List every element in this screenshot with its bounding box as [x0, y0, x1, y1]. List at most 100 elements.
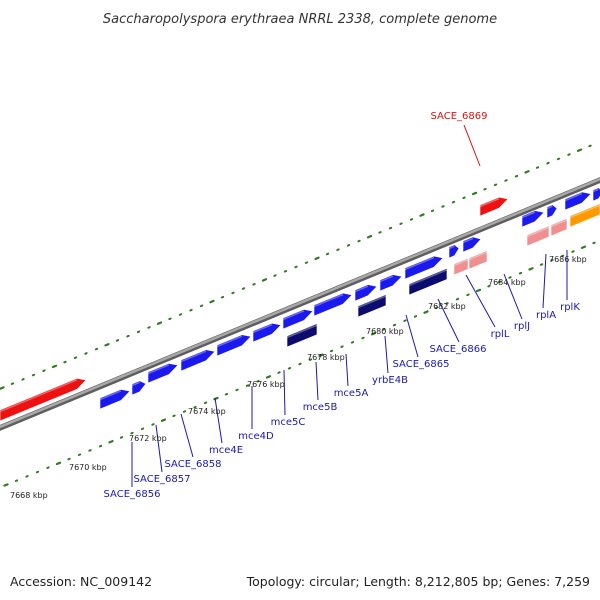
inner-track-tick — [508, 276, 512, 279]
gene-label: SACE_6857 — [134, 474, 191, 485]
leader-line — [503, 273, 523, 320]
gene-arrow — [592, 187, 600, 202]
gene-arrow — [404, 255, 444, 280]
outer-track-tick — [189, 308, 193, 312]
inner-track-tick — [518, 271, 523, 275]
inner-track-tick — [151, 423, 155, 426]
inner-track-tick — [224, 392, 229, 396]
gene-arrow — [180, 349, 216, 372]
outer-track-tick — [252, 282, 256, 286]
outer-track-tick — [546, 161, 550, 165]
gene-arrow-red — [479, 196, 509, 217]
inner-track-tick — [528, 267, 534, 271]
outer-track-tick — [136, 330, 141, 334]
outer-track-tick — [524, 170, 530, 174]
inner-track-tick — [55, 461, 62, 466]
inner-track-tick — [592, 241, 596, 245]
inner-track-tick — [46, 466, 50, 469]
outer-track-tick — [304, 261, 309, 264]
leader-line — [345, 353, 349, 387]
leader-line — [465, 274, 496, 328]
outer-track-tick — [471, 191, 478, 196]
inner-track-tick — [580, 245, 587, 249]
inner-track-tick — [235, 388, 239, 392]
gene-label: mce4D — [238, 431, 274, 442]
label-leader-lines — [131, 124, 568, 487]
gene-arrow-highlight — [379, 275, 394, 283]
gene-arrow — [462, 236, 482, 253]
gene-label: mce4E — [209, 445, 243, 456]
outer-track-tick — [21, 378, 25, 381]
inner-track-tick — [265, 375, 272, 379]
gene-arrow — [546, 204, 558, 219]
outer-track-tick — [51, 364, 58, 369]
outer-track-tick — [209, 299, 215, 304]
outer-track-tick — [261, 278, 268, 282]
gene-arrow-highlight — [521, 211, 536, 219]
gene-block-pink-highlight — [468, 251, 488, 261]
inner-track-tick — [423, 310, 429, 314]
gene-block-navy — [286, 323, 318, 348]
gene-arrow-highlight — [546, 205, 553, 210]
gene-arrow-highlight — [252, 323, 273, 334]
gene-label: SACE_6866 — [430, 344, 487, 355]
outer-track-tick — [84, 352, 88, 355]
gene-arrow — [99, 389, 131, 410]
outer-track-tick — [576, 148, 583, 152]
inner-track-tick — [329, 349, 334, 353]
genome-summary-text: Topology: circular; Length: 8,212,805 bp… — [246, 574, 590, 589]
tick-label: 7686 kbp — [549, 255, 587, 264]
gene-arrow-red-highlight — [479, 197, 500, 208]
gene-arrow-red-highlight — [0, 379, 78, 413]
gene-arrow-highlight — [564, 192, 583, 202]
inner-track-tick — [203, 401, 208, 405]
gene-arrow — [282, 309, 314, 330]
inner-track-tick — [497, 280, 502, 284]
inner-track-tick — [455, 297, 460, 301]
gene-arrow-highlight — [313, 293, 344, 308]
inner-track-tick — [3, 483, 9, 487]
gene-arrow-red — [0, 377, 87, 422]
leader-line — [315, 361, 319, 401]
gene-labels: SACE_6856 SACE_6857 SACE_6858 mce4E mce4D mce… — [104, 111, 581, 500]
outer-track-tick — [567, 153, 571, 156]
outer-track-tick — [441, 205, 445, 208]
outer-track-tick — [273, 274, 277, 277]
inner-track-tick — [77, 453, 82, 457]
gene-features — [0, 187, 600, 422]
inner-track-tick — [298, 362, 302, 366]
gene-arrow — [354, 284, 378, 302]
inner-track-tick — [382, 328, 386, 331]
gene-label: SACE_6869 — [431, 111, 488, 122]
gene-block-navy-highlight — [286, 324, 318, 339]
outer-track-tick — [357, 239, 361, 243]
outer-track-tick — [199, 304, 204, 308]
gene-block-orange — [569, 203, 600, 228]
outer-track-tick — [514, 174, 519, 178]
gene-block-navy-highlight — [357, 295, 387, 309]
inner-track-tick — [550, 258, 554, 262]
gene-block-pink-highlight — [453, 259, 469, 267]
gene-arrow — [521, 210, 545, 228]
outer-track-tick — [42, 369, 46, 372]
outer-track-tick — [220, 295, 225, 299]
gene-arrow-highlight — [592, 188, 599, 193]
tick-label: 7678 kbp — [307, 353, 345, 362]
gene-arrow-highlight — [180, 350, 207, 363]
inner-track-tick — [539, 263, 544, 266]
inner-track-tick — [287, 367, 292, 370]
outer-track-tick — [126, 334, 130, 338]
gene-block-pink — [550, 217, 568, 237]
outer-track-tick — [10, 382, 15, 385]
leader-line — [405, 314, 419, 358]
leader-line — [155, 424, 163, 473]
map-title: Saccharopolyspora erythraea NRRL 2338, c… — [103, 12, 497, 27]
outer-track-tick — [451, 200, 456, 204]
gene-arrow-highlight — [147, 364, 170, 375]
outer-dotted-track — [0, 144, 592, 390]
inner-track-tick — [88, 449, 92, 452]
inner-track-tick — [25, 475, 29, 478]
outer-track-tick — [231, 291, 235, 295]
outer-track-tick — [462, 196, 466, 200]
inner-track-tick — [392, 323, 397, 327]
